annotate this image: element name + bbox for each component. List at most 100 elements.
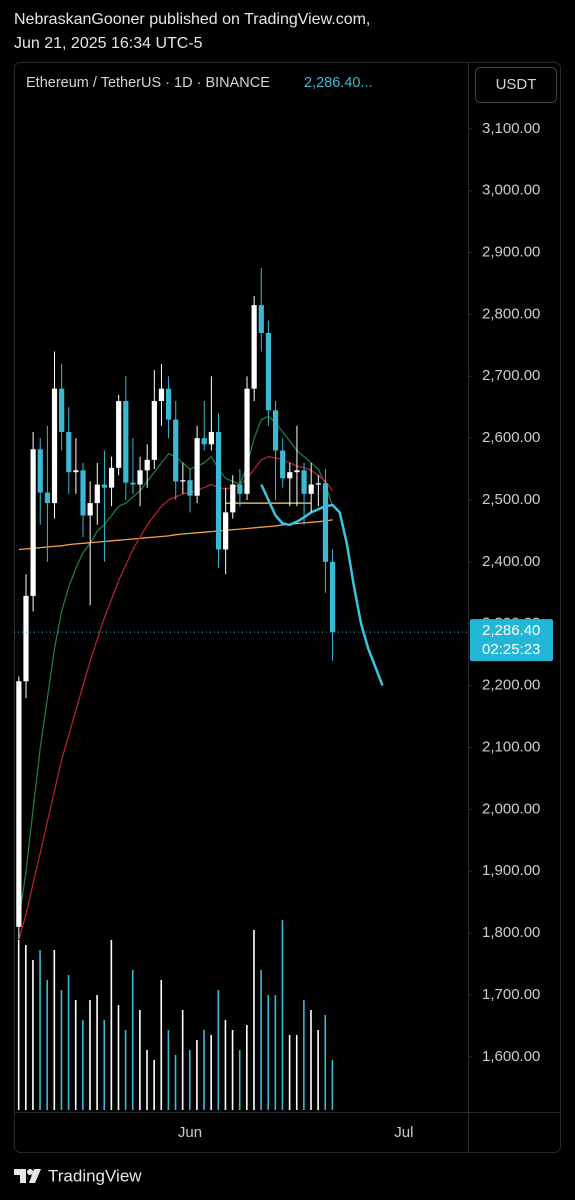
projection-line — [260, 483, 384, 687]
volume-bar — [331, 1060, 334, 1110]
y-tick-label: 1,600.00 — [482, 1048, 540, 1065]
candle-body — [94, 484, 100, 504]
candle-body — [151, 401, 157, 460]
volume-bar — [96, 995, 98, 1110]
candle-body — [215, 431, 222, 550]
candle-body — [315, 483, 321, 485]
volume-bar — [53, 950, 56, 1110]
volume-bar — [146, 1050, 148, 1110]
candle-body — [130, 482, 136, 485]
candle-body — [258, 305, 264, 333]
candle-body — [272, 410, 279, 451]
volume-bar — [67, 975, 70, 1110]
volume-bar — [295, 1035, 298, 1110]
candle-body — [59, 388, 65, 432]
volume-bar — [124, 1030, 127, 1110]
candle-body — [208, 431, 214, 445]
volume-bar — [253, 930, 255, 1110]
chart-frame — [14, 62, 561, 1153]
y-tick-label: 3,000.00 — [482, 182, 540, 199]
candle-body — [265, 332, 272, 411]
candle-body — [108, 467, 115, 488]
candle-body — [80, 470, 86, 516]
candle-body — [87, 503, 93, 516]
candle-body — [187, 480, 193, 496]
candle-body — [51, 388, 58, 504]
volume-bar — [174, 1055, 177, 1110]
y-tick-label: 2,800.00 — [482, 305, 540, 322]
volume-bar — [267, 995, 270, 1110]
last-price-label: 2,286.40 — [482, 622, 540, 639]
candle-body — [44, 492, 50, 504]
volume-bar — [246, 1025, 248, 1110]
y-tick-label: 1,800.00 — [482, 924, 540, 941]
volume-bar — [317, 1030, 319, 1110]
candle-body — [16, 681, 22, 927]
volume-bar — [117, 1005, 120, 1110]
volume-bar — [82, 1020, 84, 1110]
candle-body — [251, 305, 257, 389]
symbol-price: 2,286.40... — [304, 75, 373, 91]
candle-body — [294, 470, 300, 473]
volume-bar — [139, 1010, 141, 1110]
candle-body — [301, 470, 307, 494]
volume-bar — [217, 990, 220, 1110]
candle-body — [165, 388, 172, 420]
y-tick-label: 2,900.00 — [482, 244, 540, 261]
candle-body — [287, 472, 293, 479]
candle-body — [308, 484, 314, 494]
candle-body — [322, 483, 329, 562]
candle-body — [101, 484, 108, 488]
y-tick-label: 2,400.00 — [482, 553, 540, 570]
y-tick-label: 2,700.00 — [482, 367, 540, 384]
y-tick-label: 3,100.00 — [482, 120, 540, 137]
moving-average — [18, 456, 334, 940]
candle-body — [66, 431, 72, 473]
candle-body — [329, 561, 336, 633]
currency-button[interactable] — [475, 67, 557, 103]
volume-bar — [167, 1030, 170, 1110]
volume-bar — [281, 920, 284, 1110]
tradingview-logo — [14, 1169, 41, 1183]
candle-body — [180, 480, 186, 482]
candle-body — [194, 438, 200, 496]
y-tick-label: 2,100.00 — [482, 738, 540, 755]
symbol: Ethereum / TetherUS · 1D · BINANCE — [26, 75, 270, 91]
volume-bar — [24, 945, 27, 1110]
y-tick-label: 1,700.00 — [482, 986, 540, 1003]
candle-body — [280, 450, 286, 479]
countdown: 02:25:23 — [482, 641, 540, 658]
candle-body — [123, 401, 129, 483]
volume-bar — [32, 960, 34, 1110]
y-tick-label: 2,200.00 — [482, 677, 540, 694]
candle-body — [173, 419, 179, 482]
candle-body — [37, 449, 43, 493]
currency-label[interactable]: USDT — [496, 76, 537, 93]
moving-average — [18, 519, 333, 551]
candle-body — [23, 595, 29, 682]
publisher: NebraskanGooner published on TradingView… — [14, 11, 370, 28]
candle-body — [201, 438, 207, 445]
x-tick-label: Jul — [394, 1124, 413, 1141]
volume-bar — [188, 1050, 191, 1110]
candle-body — [237, 484, 243, 494]
y-tick-label: 1,900.00 — [482, 862, 540, 879]
plot-area — [14, 268, 468, 1110]
volume-bar — [89, 1000, 91, 1110]
volume-bar — [231, 1030, 234, 1110]
volume-bar — [74, 1000, 77, 1110]
candle-body — [230, 484, 236, 513]
volume-bar — [196, 1040, 198, 1110]
volume-bar — [46, 980, 48, 1110]
publish-date: Jun 21, 2025 16:34 UTC-5 — [14, 35, 203, 52]
last-price-tag — [470, 619, 553, 662]
volume-bar — [39, 950, 41, 1110]
volume-bar — [274, 995, 277, 1110]
volume-bar — [131, 970, 134, 1110]
candle-body — [158, 388, 165, 402]
y-tick-label: 2,600.00 — [482, 429, 540, 446]
candle-body — [137, 470, 143, 485]
candle-body — [223, 512, 229, 550]
